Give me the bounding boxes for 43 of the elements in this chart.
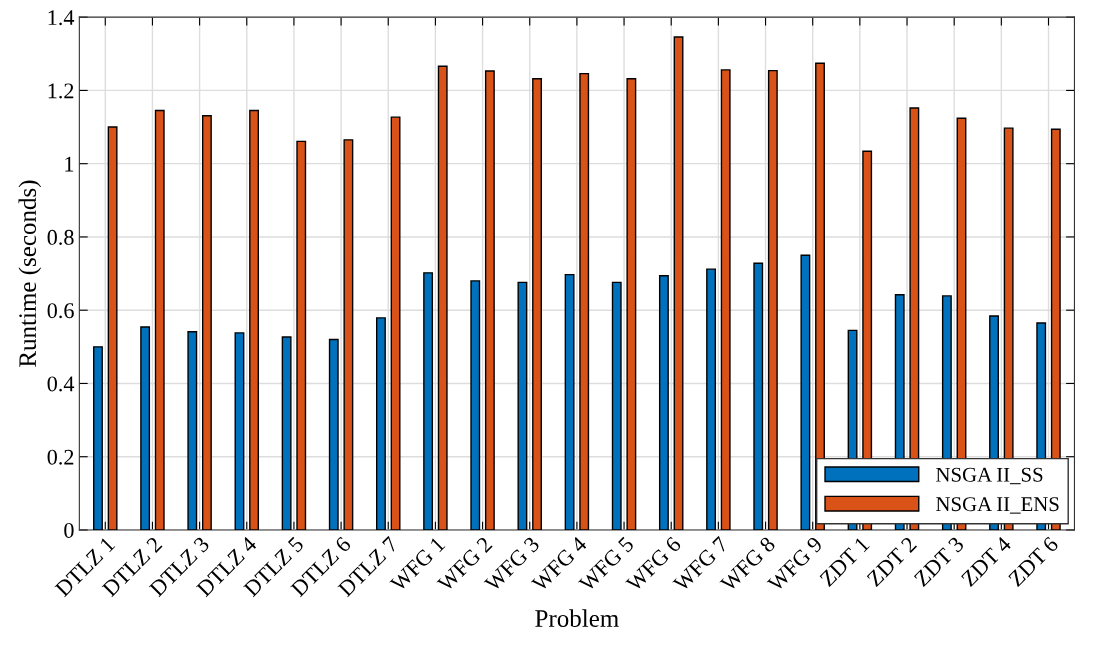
bar [564, 273, 575, 530]
bar [753, 262, 764, 530]
bar [376, 317, 386, 530]
bar [611, 281, 622, 530]
bar [93, 346, 103, 530]
bar [423, 272, 434, 530]
y-tick-label: 0.4 [47, 376, 75, 392]
bar [281, 336, 292, 530]
bar [484, 70, 495, 530]
y-tick-label: 0 [64, 522, 74, 538]
bar [658, 275, 669, 530]
bar [579, 72, 590, 530]
bar [154, 109, 165, 530]
bar [437, 65, 448, 530]
bar [201, 114, 212, 530]
bar [249, 109, 260, 530]
y-tick-label: 0.8 [47, 229, 74, 245]
y-tick-label: 1.4 [48, 10, 75, 26]
bar [187, 331, 198, 530]
y-tick-label: 0.6 [47, 303, 74, 319]
bar [296, 140, 307, 530]
bar [626, 78, 637, 530]
bar [343, 139, 354, 530]
bar [532, 78, 542, 530]
bar [720, 69, 731, 530]
bar [328, 338, 339, 530]
bar [800, 254, 811, 530]
bar [706, 268, 717, 530]
bar [140, 326, 151, 530]
y-tick-label: 0.2 [47, 449, 74, 465]
bar [390, 116, 401, 530]
y-tick-label: 1.2 [48, 83, 74, 99]
legend-label: NSGA II_ENS [936, 497, 1059, 514]
x-axis-title: Problem [535, 609, 619, 627]
bar [767, 69, 778, 530]
bar [470, 280, 481, 530]
bar [673, 36, 684, 530]
y-tick-label: 1 [65, 156, 74, 172]
y-axis-title: Runtime (seconds) [18, 180, 42, 367]
bar [517, 281, 528, 530]
legend-label: NSGA II_SS [936, 467, 1043, 485]
bar [107, 126, 118, 530]
bar [234, 332, 245, 530]
